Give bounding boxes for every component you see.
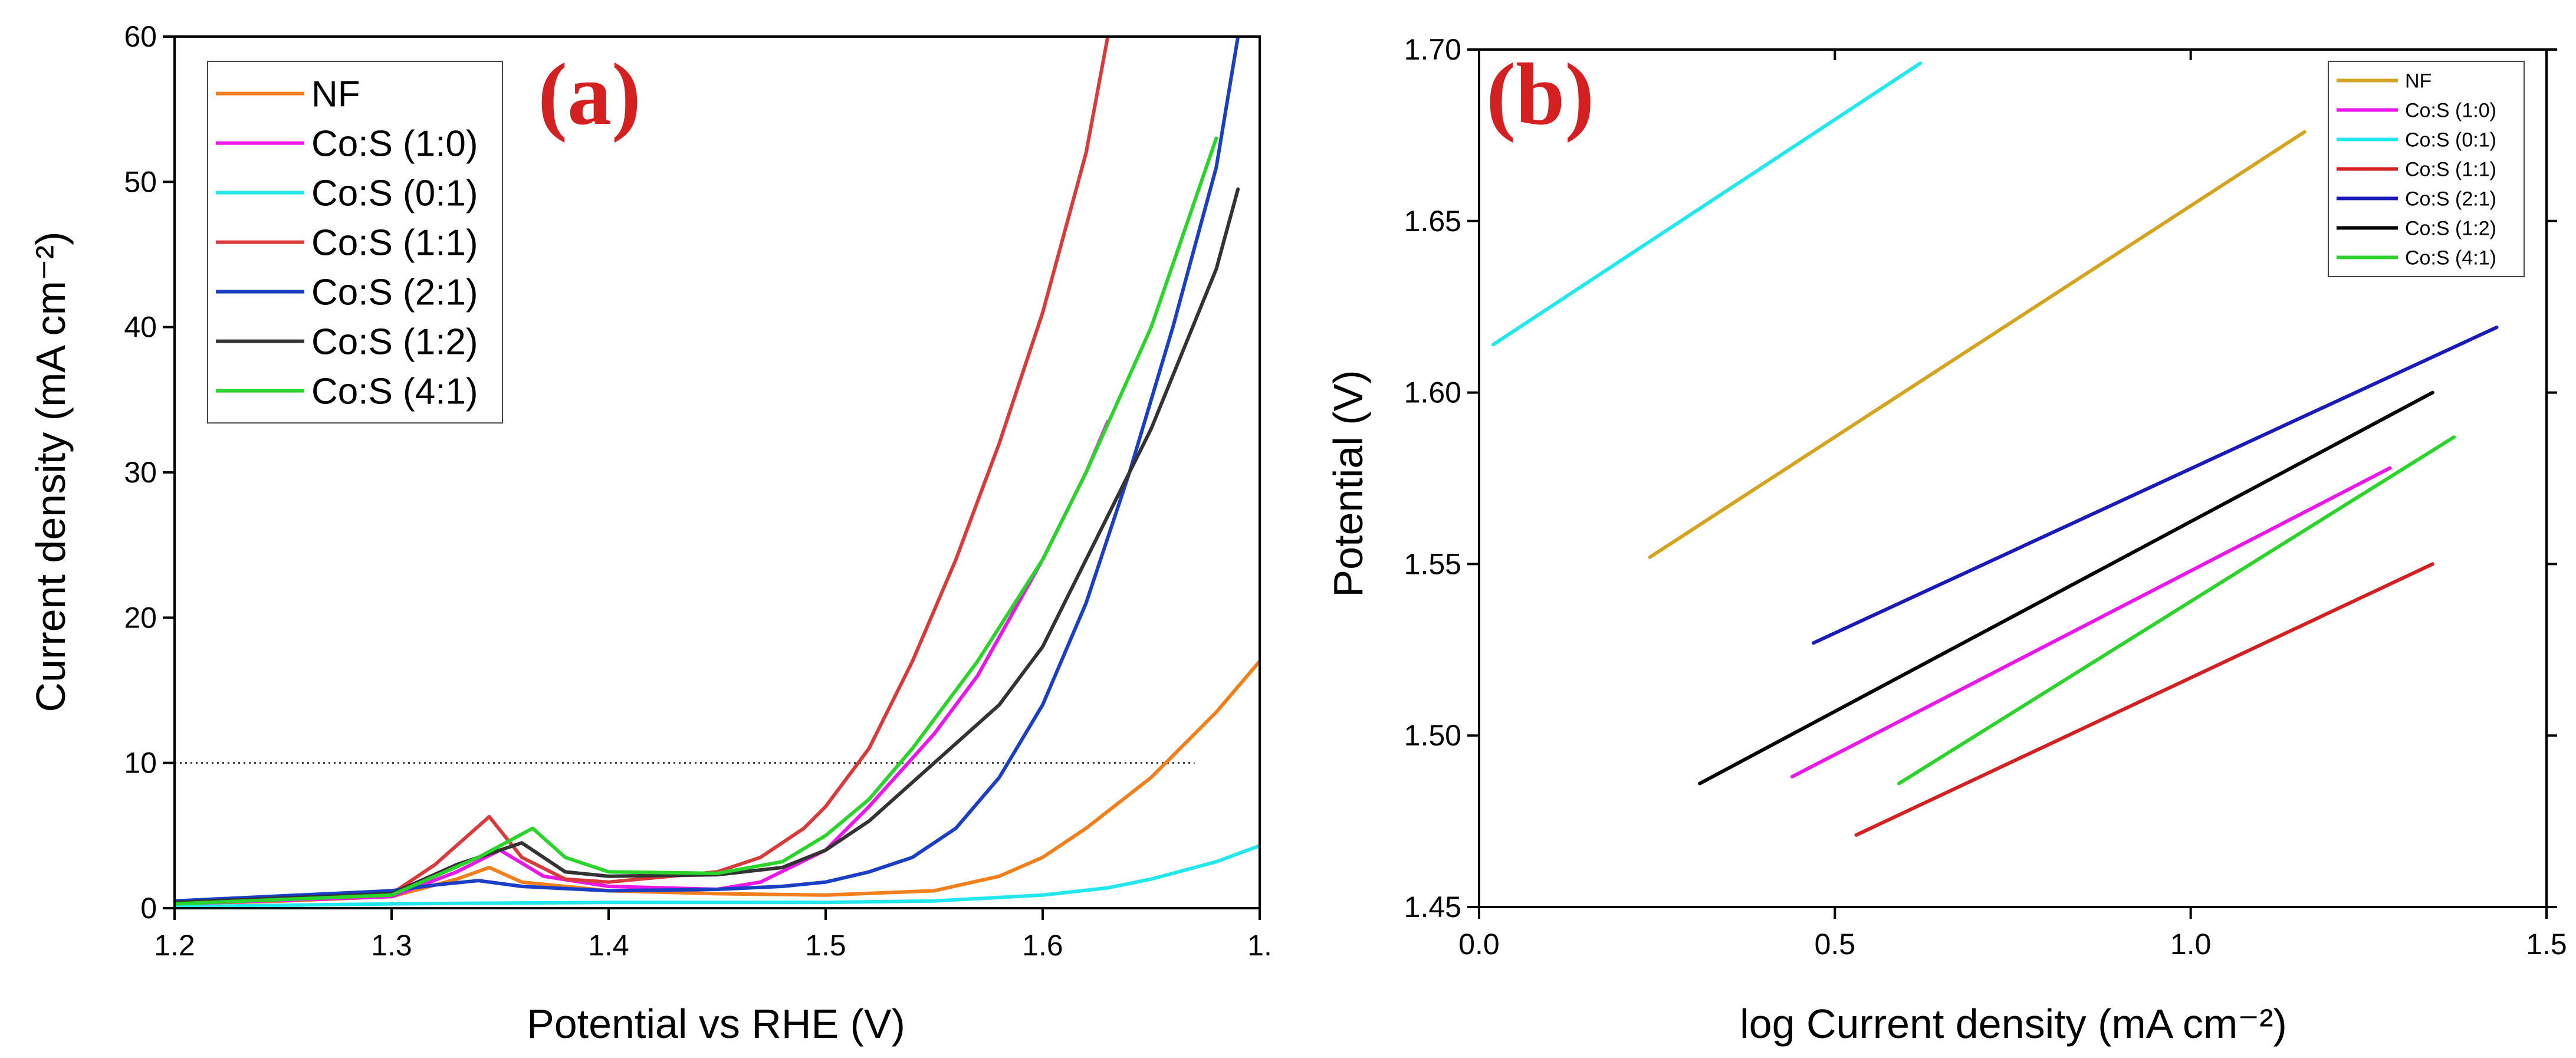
panel-a-legend-label-co-s-2-1: Co:S (2:1) xyxy=(311,272,478,313)
panel-b-y-tick-label: 1.55 xyxy=(1404,547,1461,580)
panel-a-ticks: 1.2 1.3 1.4 1.5 1.6 1. 0 10 20 30 40 50 60 xyxy=(124,20,1271,962)
panel-b-x-tick-label: 0.0 xyxy=(1458,928,1500,961)
panel-b-label: (b) xyxy=(1486,45,1594,143)
panel-b: 0.0 0.5 1.0 1.5 1.45 1.50 1.55 1.60 1.65 1.70 log… xyxy=(1325,33,2567,1047)
panel-a-x-tick-label: 1.5 xyxy=(805,929,846,962)
panel-a-x-axis-label: Potential vs RHE (V) xyxy=(527,1001,905,1047)
panel-b-series-co-s-1-1 xyxy=(1854,562,2434,837)
panel-a-legend-label-co-s-1-0: Co:S (1:0) xyxy=(311,123,478,164)
panel-b-x-tick-label: 1.5 xyxy=(2526,928,2567,961)
panel-b-legend-label-co-s-4-1: Co:S (4:1) xyxy=(2405,247,2496,269)
panel-b-y-tick-label: 1.45 xyxy=(1404,891,1461,924)
panel-b-legend-label-nf: NF xyxy=(2405,70,2432,92)
panel-b-legend-label-co-s-2-1: Co:S (2:1) xyxy=(2405,188,2496,210)
panel-a: 1.2 1.3 1.4 1.5 1.6 1. 0 10 20 30 40 50 60 Potential… xyxy=(28,20,1272,1047)
panel-b-y-tick-label: 1.65 xyxy=(1404,205,1461,238)
panel-a-series-co-s-0-1 xyxy=(175,844,1260,908)
panel-b-y-tick-label: 1.60 xyxy=(1404,376,1461,409)
panel-b-y-axis-label: Potential (V) xyxy=(1325,370,1371,597)
panel-a-y-tick-label: 0 xyxy=(140,892,157,925)
panel-a-series-co-s-1-0 xyxy=(175,419,1110,906)
panel-b-series-co-s-2-1 xyxy=(1812,326,2499,645)
panel-a-x-tick-label: 1.4 xyxy=(588,929,629,962)
panel-b-series-co-s-1-0 xyxy=(1790,466,2392,778)
panel-b-x-tick-label: 0.5 xyxy=(1815,928,1856,961)
panel-b-legend-label-co-s-1-2: Co:S (1:2) xyxy=(2405,217,2496,239)
panel-a-series-nf xyxy=(175,659,1260,906)
panel-a-legend: NF Co:S (1:0) Co:S (0:1) Co:S (1:1) Co:S (2:… xyxy=(207,61,503,424)
panel-b-x-axis-label: log Current density (mA cm⁻²) xyxy=(1740,1001,2287,1047)
panel-a-y-tick-label: 10 xyxy=(124,747,157,780)
panel-a-series-co-s-1-1 xyxy=(175,37,1110,903)
panel-b-plot-frame xyxy=(1478,48,2548,908)
panel-a-y-tick-label: 40 xyxy=(124,311,157,344)
panel-a-x-tick-label: 1. xyxy=(1247,929,1272,962)
panel-b-y-tick-label: 1.50 xyxy=(1404,719,1461,752)
panel-b-legend: NF Co:S (1:0) Co:S (0:1) Co:S (1:1) Co:S (2:… xyxy=(2328,61,2525,277)
panel-a-series-co-s-1-2 xyxy=(175,187,1240,905)
panel-a-y-tick-label: 50 xyxy=(124,165,157,198)
panel-a-legend-label-nf: NF xyxy=(311,74,360,114)
panel-b-series xyxy=(1491,61,2499,837)
panel-b-series-nf xyxy=(1648,130,2306,559)
panel-a-y-axis-label: Current density (mA cm⁻²) xyxy=(28,232,74,712)
panel-b-series-co-s-1-2 xyxy=(1698,390,2434,786)
panel-b-series-co-s-0-1 xyxy=(1491,61,1923,347)
panel-a-legend-label-co-s-1-2: Co:S (1:2) xyxy=(311,321,478,362)
panel-b-series-co-s-4-1 xyxy=(1897,435,2456,786)
panel-a-series-co-s-4-1 xyxy=(175,136,1218,906)
panel-a-x-tick-label: 1.2 xyxy=(154,929,195,962)
panel-a-label: (a) xyxy=(538,45,641,143)
panel-a-x-tick-label: 1.3 xyxy=(371,929,412,962)
panel-b-x-tick-label: 1.0 xyxy=(2170,928,2212,961)
panel-b-legend-label-co-s-1-1: Co:S (1:1) xyxy=(2405,158,2496,180)
panel-a-y-tick-label: 60 xyxy=(124,20,157,53)
panel-a-y-tick-label: 20 xyxy=(124,601,157,634)
panel-b-ticks: 0.0 0.5 1.0 1.5 1.45 1.50 1.55 1.60 1.65 1.70 xyxy=(1404,33,2567,961)
panel-a-legend-label-co-s-1-1: Co:S (1:1) xyxy=(311,222,478,263)
panel-a-legend-label-co-s-0-1: Co:S (0:1) xyxy=(311,173,478,213)
panel-b-y-tick-label: 1.70 xyxy=(1404,33,1461,66)
panel-a-x-tick-label: 1.6 xyxy=(1022,929,1063,962)
panel-b-legend-label-co-s-1-0: Co:S (1:0) xyxy=(2405,99,2496,121)
panel-a-legend-label-co-s-4-1: Co:S (4:1) xyxy=(311,371,478,412)
panel-a-series xyxy=(175,37,1260,908)
panel-b-legend-label-co-s-0-1: Co:S (0:1) xyxy=(2405,129,2496,151)
panel-a-y-tick-label: 30 xyxy=(124,456,157,489)
